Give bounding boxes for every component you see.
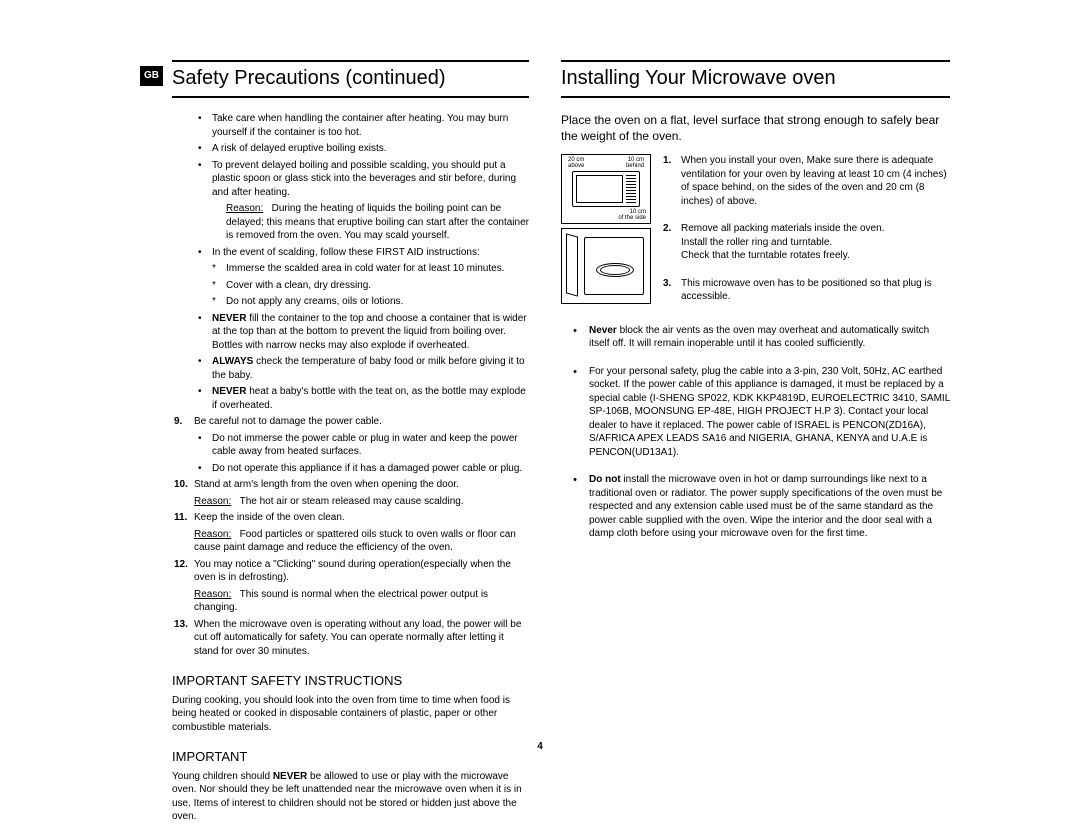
num-12: 12.You may notice a "Clicking" sound dur… [172,558,529,585]
bullet: •ALWAYS check the temperature of baby fo… [172,355,529,382]
gb-wrap: GB [140,60,172,723]
num-13: 13.When the microwave oven is operating … [172,618,529,659]
important-body: Young children should NEVER be allowed t… [172,770,529,824]
reason: Reason: The hot air or steam released ma… [172,495,529,509]
safety-heading: IMPORTANT SAFETY INSTRUCTIONS [172,672,529,690]
right-column: Installing Your Microwave oven Place the… [561,60,950,723]
bullet: •In the event of scalding, follow these … [172,246,529,260]
bullet: •To prevent delayed boiling and possible… [172,159,529,200]
num-10: 10.Stand at arm's length from the oven w… [172,478,529,492]
reason: Reason: This sound is normal when the el… [172,588,529,615]
gb-badge: GB [140,66,163,86]
bullet: •Take care when handling the container a… [172,112,529,139]
num-9: 9.Be careful not to damage the power cab… [172,415,529,429]
right-heading: Installing Your Microwave oven [561,60,950,98]
reason: Reason: Food particles or spattered oils… [172,528,529,555]
left-heading: Safety Precautions (continued) [172,60,529,98]
step-3: 3.This microwave oven has to be position… [663,277,950,304]
sub-bullet: *Do not apply any creams, oils or lotion… [172,295,529,309]
page: GB Safety Precautions (continued) •Take … [140,60,950,723]
sub-bullet: *Immerse the scalded area in cold water … [172,262,529,276]
left-content: Safety Precautions (continued) •Take car… [172,60,529,723]
install-steps: 1.When you install your oven, Make sure … [663,154,950,318]
left-column: GB Safety Precautions (continued) •Take … [140,60,529,723]
sub-bullet: *Cover with a clean, dry dressing. [172,279,529,293]
para-safety: •For your personal safety, plug the cabl… [561,365,950,460]
step-1: 1.When you install your oven, Make sure … [663,154,950,208]
right-body: 20 cm above 10 cm behind 10 cm of the si… [561,154,950,318]
para-never: •Never block the air vents as the oven m… [561,324,950,351]
diagram-2 [561,228,651,304]
diagram-column: 20 cm above 10 cm behind 10 cm of the si… [561,154,651,318]
sub-bullet: •Do not operate this appliance if it has… [172,462,529,476]
bullet: •A risk of delayed eruptive boiling exis… [172,142,529,156]
bullet: •NEVER fill the container to the top and… [172,312,529,353]
page-number: 4 [0,740,1080,754]
para-donot: •Do not install the microwave oven in ho… [561,473,950,541]
right-intro: Place the oven on a flat, level surface … [561,112,950,144]
diagram-1: 20 cm above 10 cm behind 10 cm of the si… [561,154,651,224]
num-11: 11.Keep the inside of the oven clean. [172,511,529,525]
sub-bullet: •Do not immerse the power cable or plug … [172,432,529,459]
reason: Reason: During the heating of liquids th… [172,202,529,243]
safety-body: During cooking, you should look into the… [172,694,529,735]
step-2: 2.Remove all packing materials inside th… [663,222,950,263]
bullet: •NEVER heat a baby's bottle with the tea… [172,385,529,412]
